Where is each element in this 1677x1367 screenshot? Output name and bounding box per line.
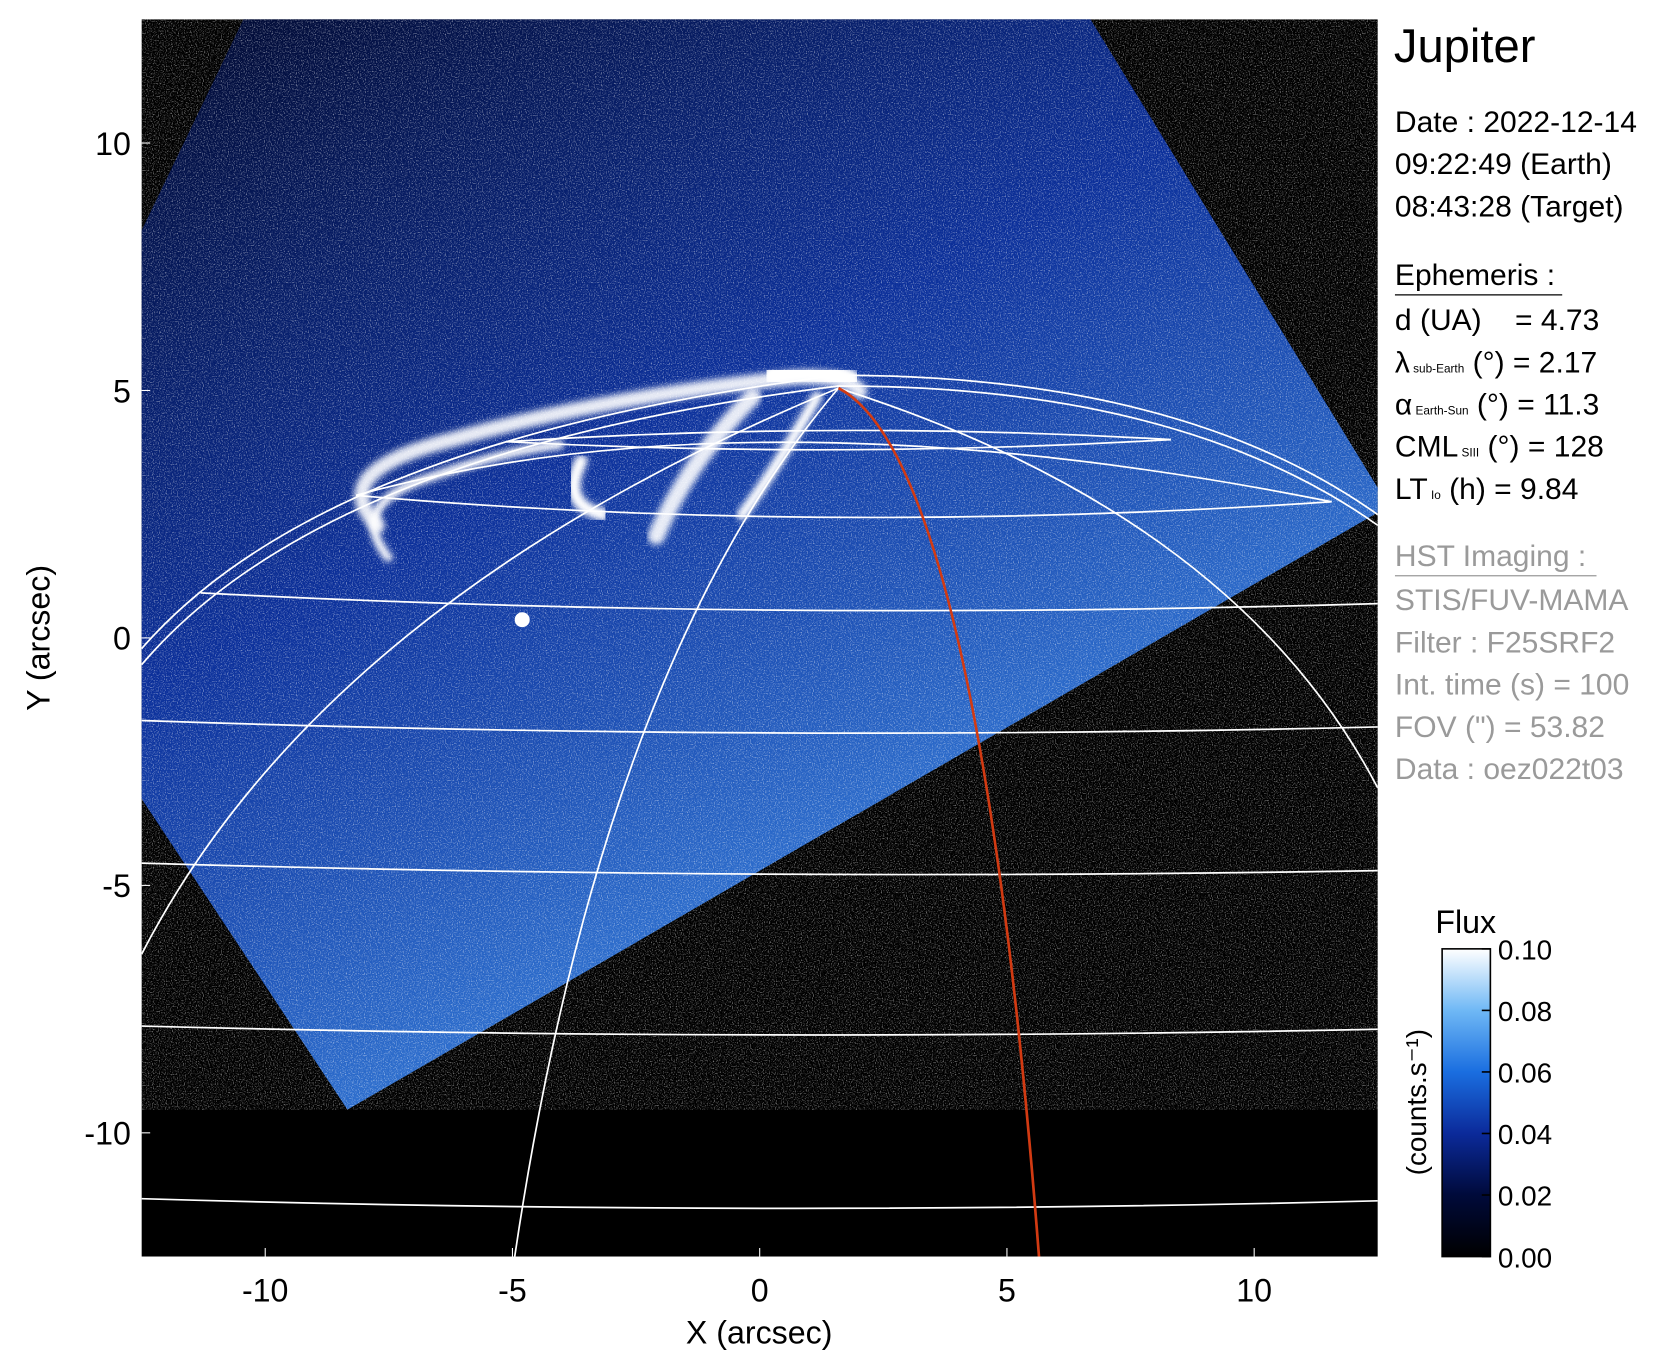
instrument-line: STIS/FUV-MAMA (1395, 584, 1628, 617)
ephemeris-rest: (h) = 9.84 (1441, 473, 1579, 506)
target-name: Jupiter (1394, 19, 1536, 72)
ephemeris-main: d (UA) = 4.73 (1395, 304, 1599, 337)
colorbar-tick-label: 0.04 (1498, 1119, 1552, 1150)
y-tick-label: 10 (95, 126, 131, 162)
y-axis-label: Y (arcsec) (20, 565, 56, 711)
ephemeris-line: λ sub-Earth (°) = 2.17 (1395, 346, 1597, 379)
instrument-line: Filter : F25SRF2 (1395, 626, 1615, 659)
ephemeris-main: CML (1395, 431, 1458, 464)
colorbar-label: Flux (1435, 904, 1496, 940)
colorbar-tick-label: 0.06 (1498, 1058, 1552, 1089)
ephemeris-main: LT (1395, 473, 1428, 506)
date-line: 08:43:28 (Target) (1395, 191, 1624, 224)
instrument-line: Data : oez022t03 (1395, 753, 1624, 786)
instrument-title: HST Imaging : (1395, 540, 1586, 573)
y-tick-label: -5 (102, 868, 131, 904)
colorbar-tick-label: 0.08 (1498, 996, 1552, 1027)
date-line: 09:22:49 (Earth) (1395, 148, 1612, 181)
ephemeris-sub: Io (1431, 489, 1441, 502)
ephemeris-rest: (°) = 2.17 (1464, 346, 1597, 379)
ephemeris-sub: sub-Earth (1413, 362, 1464, 375)
ephemeris-sub: SIII (1462, 447, 1480, 460)
ephemeris-sub: Earth-Sun (1416, 404, 1469, 417)
plot-area (141, 19, 1378, 1257)
x-tick-label: 0 (751, 1273, 769, 1309)
ephemeris-main: α (1395, 388, 1412, 421)
ephemeris-line: d (UA) = 4.73 (1395, 304, 1599, 337)
image-noise (141, 19, 1378, 1110)
planet-grid (141, 374, 1378, 1257)
instrument-line: Int. time (s) = 100 (1395, 669, 1629, 702)
x-tick-label: -10 (242, 1273, 288, 1309)
y-tick-label: 5 (113, 373, 131, 409)
colorbar-unit: (counts.s⁻¹) (1401, 1029, 1432, 1175)
x-tick-label: 5 (998, 1273, 1016, 1309)
ephemeris-line: CML SIII (°) = 128 (1395, 431, 1604, 464)
footprint-line (837, 386, 1041, 1257)
y-tick-label: -10 (84, 1116, 130, 1152)
y-tick-label: 0 (113, 621, 131, 657)
ephemeris-line: LT Io (h) = 9.84 (1395, 473, 1579, 506)
x-tick-label: -5 (498, 1273, 527, 1309)
ephemeris-title: Ephemeris : (1395, 259, 1555, 292)
colorbar-tick-label: 0.10 (1498, 935, 1552, 966)
x-axis-label: X (arcsec) (686, 1314, 833, 1350)
instrument-line: FOV (") = 53.82 (1395, 711, 1605, 744)
colorbar-tick-label: 0.02 (1498, 1181, 1552, 1212)
colorbar-tick-label: 0.00 (1498, 1242, 1552, 1273)
colorbar (1441, 948, 1492, 1258)
x-tick-label: 10 (1236, 1273, 1272, 1309)
date-line: Date : 2022-12-14 (1395, 106, 1637, 139)
ephemeris-rest: (°) = 11.3 (1469, 388, 1600, 421)
ephemeris-line: α Earth-Sun (°) = 11.3 (1395, 388, 1599, 421)
ephemeris-rest: (°) = 128 (1479, 431, 1604, 464)
ephemeris-main: λ (1395, 346, 1410, 379)
